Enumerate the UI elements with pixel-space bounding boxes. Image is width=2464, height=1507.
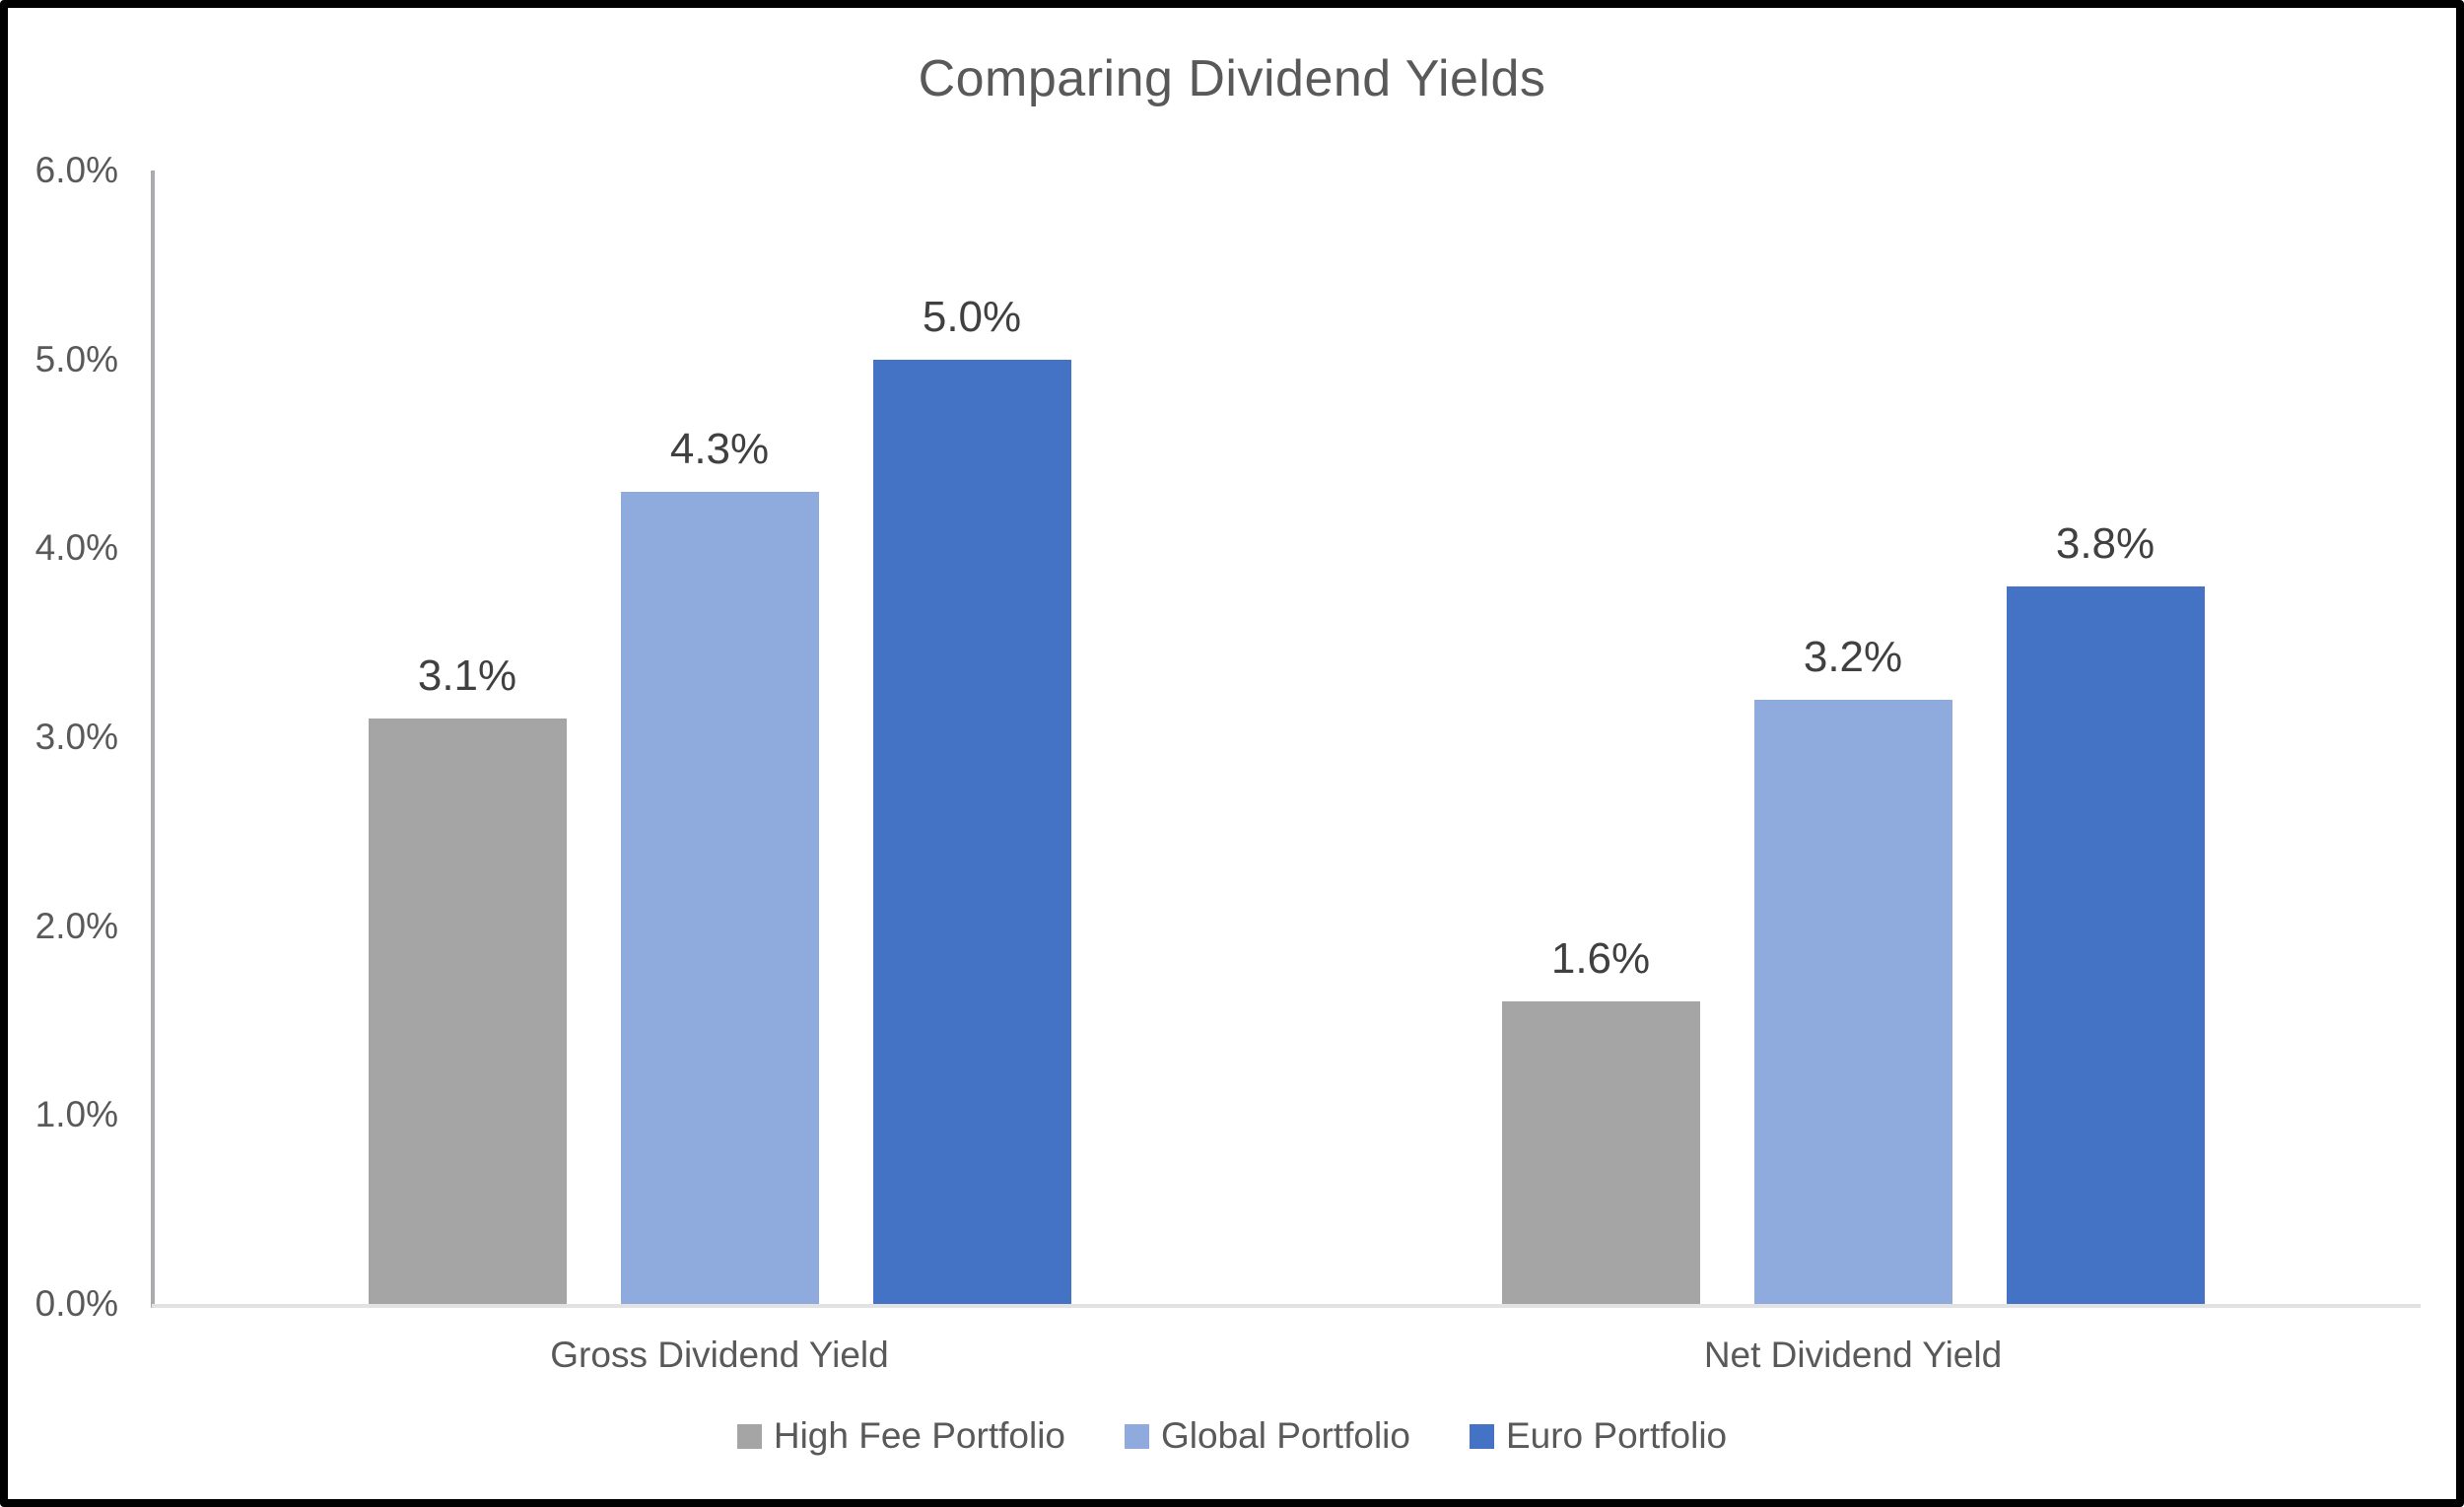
category-label: Net Dividend Yield [1703, 1335, 2003, 1375]
legend-marker-icon [1125, 1423, 1149, 1449]
data-label: 4.3% [669, 424, 770, 473]
y-tick-label: 5.0% [34, 338, 118, 379]
y-tick-label: 6.0% [34, 150, 118, 190]
bar-high-fee-portfolio-0 [368, 718, 567, 1304]
bar-global-portfolio-0 [620, 491, 819, 1304]
bar-high-fee-portfolio-1 [1501, 1001, 1700, 1304]
chart-title: Comparing Dividend Yields [918, 50, 1546, 107]
legend-item-global-portfolio: Global Portfolio [1125, 1414, 1410, 1458]
legend-item-euro-portfolio: Euro Portfolio [1469, 1414, 1728, 1458]
y-tick-label: 4.0% [34, 527, 118, 569]
bar-euro-portfolio-1 [2006, 585, 2205, 1304]
legend-marker-icon [1469, 1423, 1494, 1449]
y-tick-label: 0.0% [34, 1283, 118, 1324]
data-label: 5.0% [922, 292, 1022, 341]
data-label: 3.1% [417, 651, 517, 700]
category-label: Gross Dividend Yield [550, 1335, 889, 1375]
legend-marker-icon [736, 1423, 762, 1449]
legend-label: Global Portfolio [1161, 1415, 1410, 1456]
y-tick-label: 2.0% [34, 905, 118, 946]
data-label: 3.8% [2055, 518, 2156, 568]
legend-label: High Fee Portfolio [773, 1415, 1065, 1456]
x-axis-line [152, 1304, 2421, 1308]
y-tick-label: 3.0% [34, 717, 118, 757]
legend-item-high-fee-portfolio: High Fee Portfolio [736, 1414, 1065, 1458]
data-label: 3.2% [1803, 632, 1903, 681]
y-tick-label: 1.0% [34, 1094, 118, 1135]
bar-euro-portfolio-0 [872, 359, 1071, 1304]
data-label: 1.6% [1550, 934, 1651, 984]
bar-global-portfolio-1 [1753, 699, 1952, 1304]
legend: High Fee Portfolio Global Portfolio Euro P… [8, 1414, 2456, 1458]
y-axis-line [151, 171, 155, 1308]
legend-label: Euro Portfolio [1505, 1415, 1728, 1456]
